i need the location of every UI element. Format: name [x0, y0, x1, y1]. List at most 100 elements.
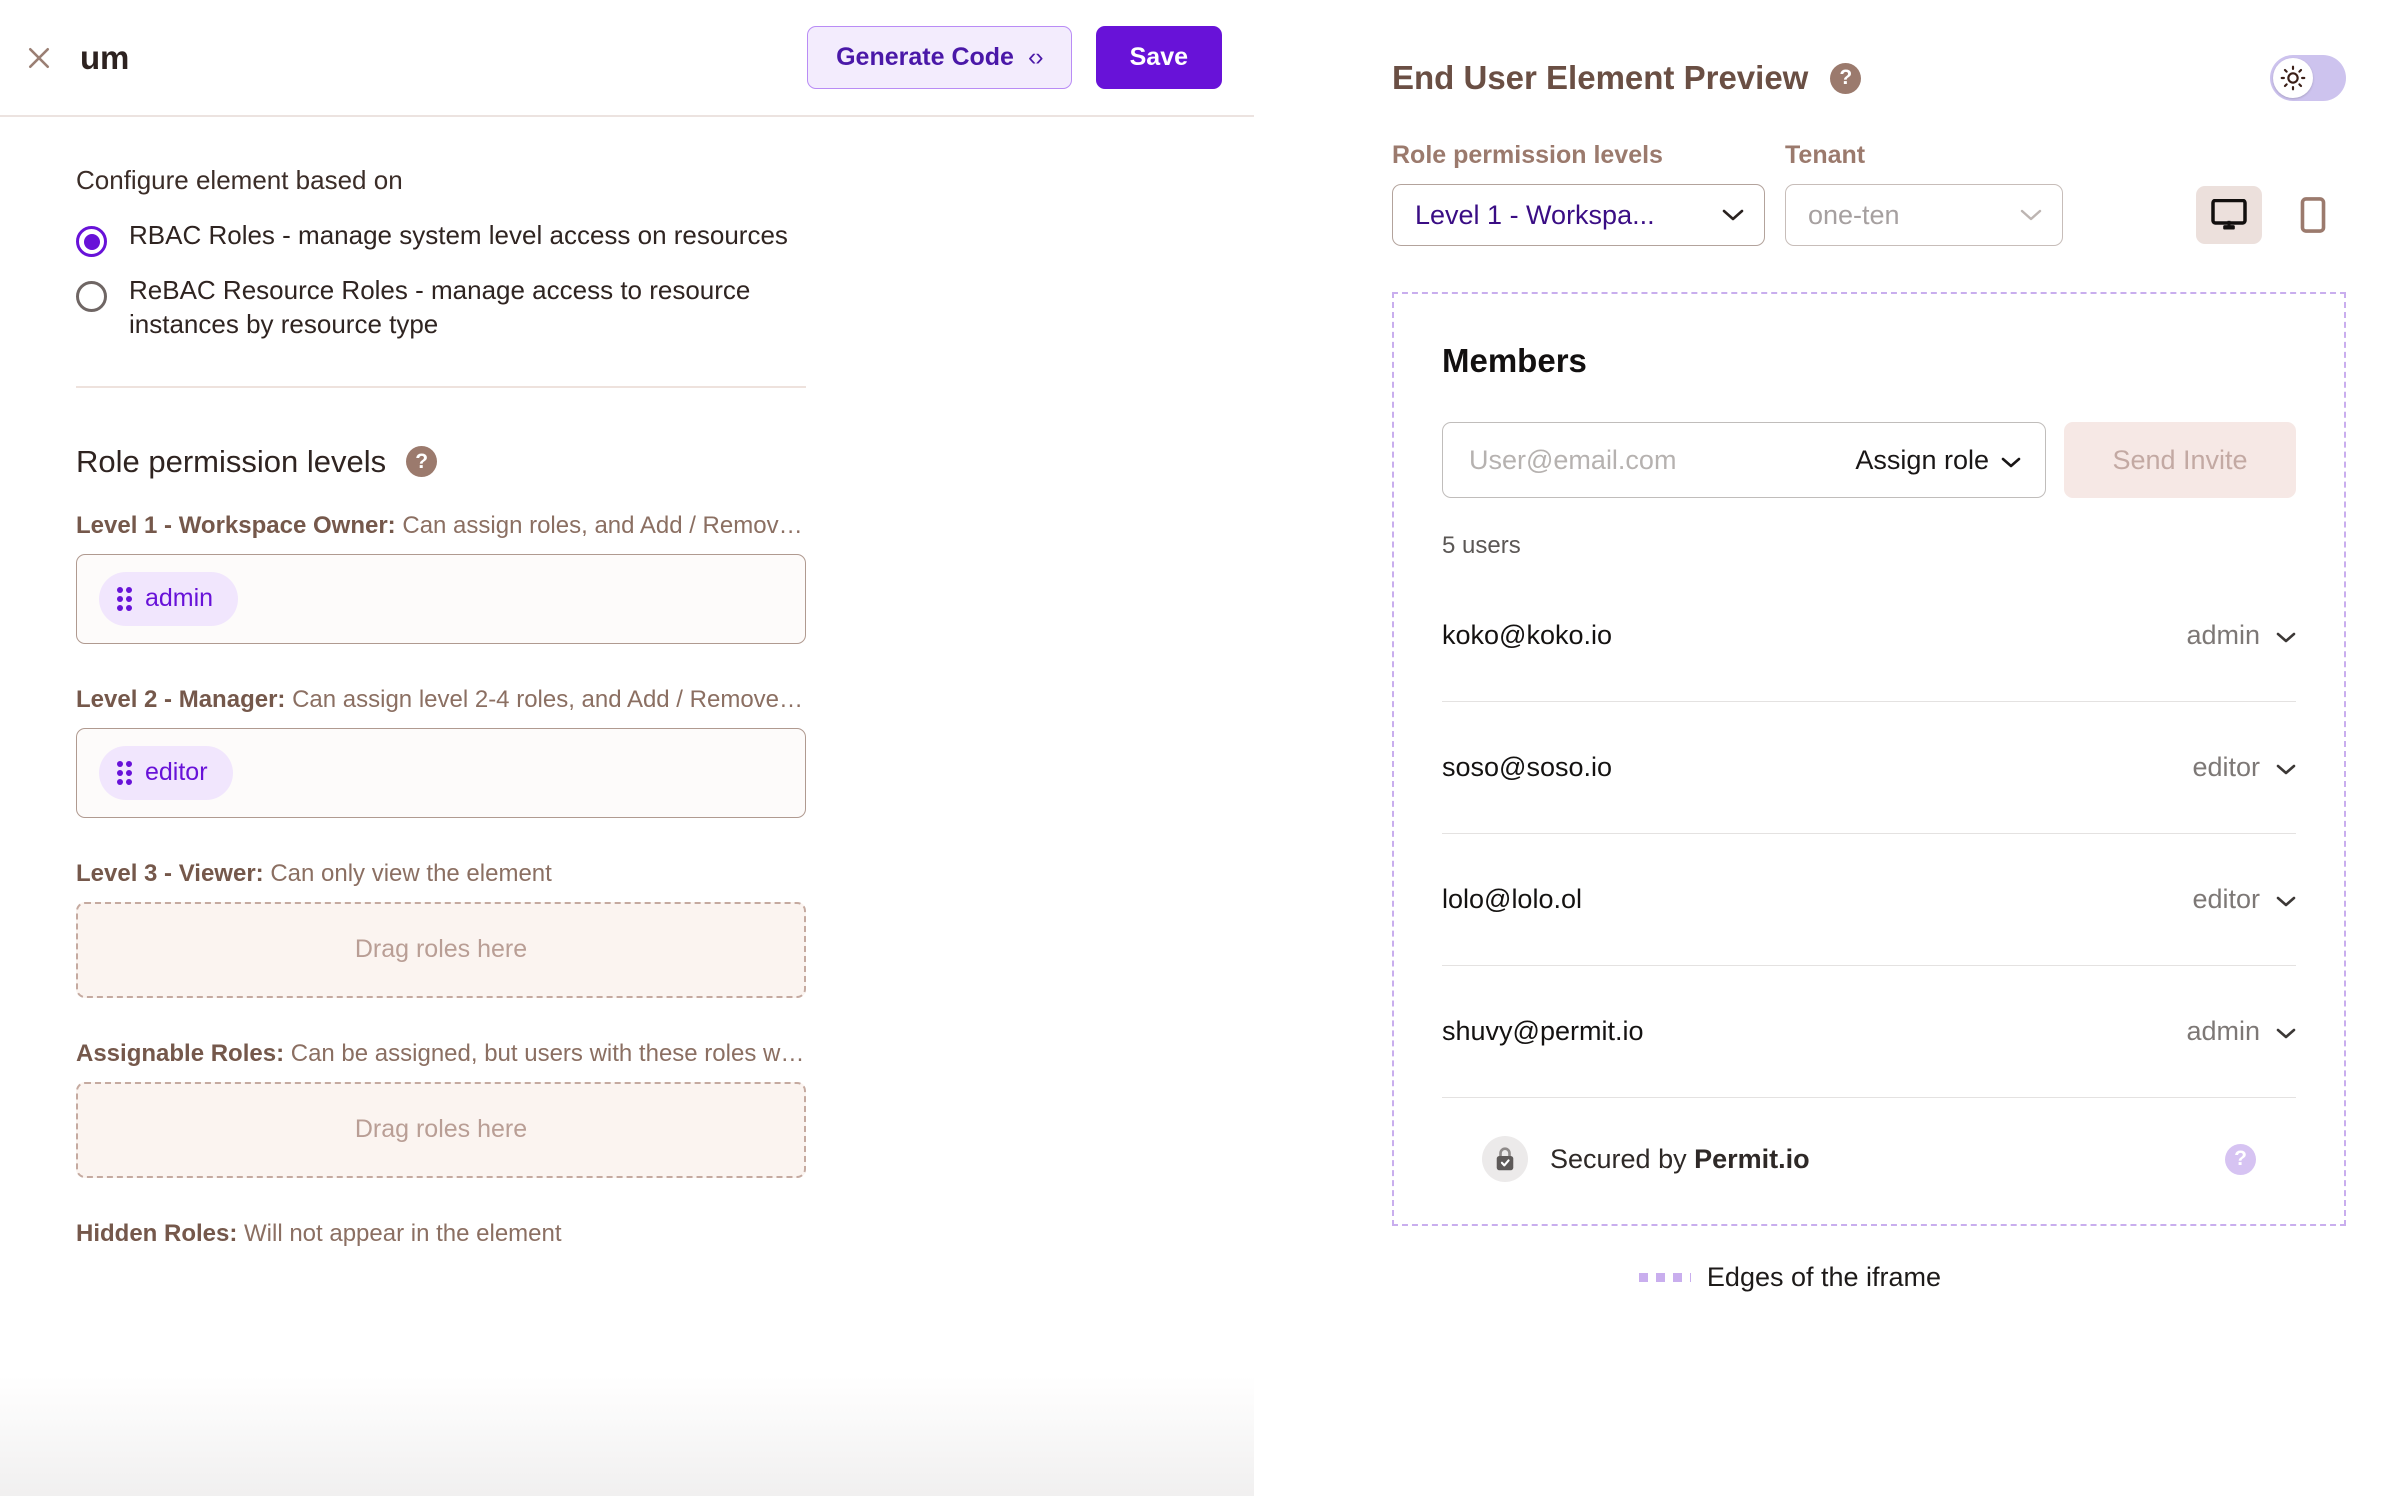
help-icon[interactable]: ? — [1830, 62, 1862, 94]
tenant-value: one-ten — [1808, 199, 1900, 230]
level-1-description: Level 1 - Workspace Owner: Can assign ro… — [76, 512, 806, 540]
user-list: koko@koko.io admin soso@soso.io editor — [1442, 570, 2296, 1098]
level-2-name: Level 2 - Manager: — [76, 685, 286, 713]
secured-brand: Permit.io — [1694, 1143, 1810, 1174]
assign-role-select[interactable]: Assign role — [1855, 445, 2021, 476]
role-permission-levels-select[interactable]: Level 1 - Workspa... — [1392, 184, 1765, 246]
hidden-roles-name: Hidden Roles: — [76, 1219, 238, 1247]
level-1-desc-text: Can assign roles, and Add / Remove users — [402, 511, 806, 539]
tenant-select[interactable]: one-ten — [1785, 184, 2063, 246]
assignable-roles-name: Assignable Roles: — [76, 1039, 285, 1067]
chevron-down-icon — [2001, 445, 2021, 476]
user-role-select[interactable]: admin — [2186, 1016, 2296, 1047]
radio-rbac-icon[interactable] — [76, 226, 107, 257]
chevron-down-icon — [2020, 204, 2042, 226]
left-panel-body: Configure element based on RBAC Roles - … — [0, 117, 1254, 1496]
radio-rbac-label: RBAC Roles - manage system level access … — [129, 220, 788, 250]
preview-title: End User Element Preview — [1392, 59, 1809, 96]
chevron-down-icon — [2276, 1016, 2296, 1047]
role-chip[interactable]: editor — [99, 745, 233, 800]
drag-handle-icon[interactable] — [117, 760, 132, 785]
invite-row: User@email.com Assign role Send Invite — [1442, 422, 2296, 498]
secured-by-text: Secured by Permit.io — [1550, 1144, 1810, 1175]
user-email: koko@koko.io — [1442, 620, 1612, 650]
user-role-value: admin — [2186, 1016, 2260, 1046]
level-2-dropzone[interactable]: editor — [76, 727, 806, 818]
invite-email-placeholder: User@email.com — [1469, 444, 1677, 475]
role-chip-label: editor — [145, 758, 208, 787]
level-1-name: Level 1 - Workspace Owner: — [76, 511, 396, 539]
radio-rebac-label: ReBAC Resource Roles - manage access to … — [129, 275, 751, 340]
chevron-down-icon — [2276, 752, 2296, 783]
generate-code-button[interactable]: Generate Code ‹› — [807, 26, 1072, 89]
radio-option-rebac[interactable]: ReBAC Resource Roles - manage access to … — [76, 273, 1184, 342]
role-permission-levels-value: Level 1 - Workspa... — [1415, 199, 1655, 230]
level-1-dropzone[interactable]: admin — [76, 553, 806, 644]
tenant-label: Tenant — [1785, 141, 1866, 169]
role-chip-label: admin — [145, 584, 214, 613]
save-button[interactable]: Save — [1095, 26, 1222, 89]
level-2-description: Level 2 - Manager: Can assign level 2-4 … — [76, 686, 806, 714]
assignable-roles-dropzone[interactable]: Drag roles here — [76, 1081, 806, 1178]
user-email: shuvy@permit.io — [1442, 1016, 1644, 1046]
level-2-desc-text: Can assign level 2-4 roles, and Add / Re… — [285, 685, 806, 713]
level-3-dropzone[interactable]: Drag roles here — [76, 901, 806, 998]
help-icon[interactable]: ? — [2225, 1143, 2256, 1175]
drag-handle-icon[interactable] — [117, 586, 132, 611]
role-permission-levels-control: Role permission levels Level 1 - Workspa… — [1392, 141, 1765, 246]
configure-label: Configure element based on — [76, 165, 403, 195]
radio-rebac-icon[interactable] — [76, 281, 107, 312]
assignable-roles-description: Assignable Roles: Can be assigned, but u… — [76, 1040, 806, 1068]
theme-toggle[interactable] — [2270, 55, 2346, 101]
user-email: lolo@lolo.ol — [1442, 884, 1582, 914]
preview-header: End User Element Preview ? — [1254, 0, 2386, 101]
left-panel-header: um Generate Code ‹› Save — [0, 0, 1254, 117]
drag-roles-placeholder: Drag roles here — [354, 1115, 528, 1144]
assignable-roles-desc-text: Can be assigned, but users with these ro… — [290, 1039, 806, 1067]
user-role-select[interactable]: editor — [2192, 752, 2296, 783]
role-permission-levels-title: Role permission levels — [76, 443, 387, 479]
radio-option-rbac[interactable]: RBAC Roles - manage system level access … — [76, 218, 1184, 257]
table-row: lolo@lolo.ol editor — [1442, 834, 2296, 966]
mobile-view-button[interactable] — [2280, 186, 2346, 244]
role-chip[interactable]: admin — [99, 571, 239, 626]
iframe-legend: Edges of the iframe — [1254, 1262, 2386, 1293]
desktop-view-button[interactable] — [2196, 186, 2262, 244]
user-role-value: editor — [2192, 752, 2260, 782]
iframe-preview-zone: Members User@email.com Assign role Send … — [1392, 292, 2346, 1226]
level-3-desc-text: Can only view the element — [263, 859, 552, 887]
users-count: 5 users — [1442, 532, 1521, 559]
sun-icon — [2273, 58, 2313, 98]
chevron-down-icon — [2276, 884, 2296, 915]
members-card: Members User@email.com Assign role Send … — [1402, 302, 2336, 1216]
page-title: um — [80, 38, 130, 76]
send-invite-button[interactable]: Send Invite — [2064, 422, 2296, 498]
preview-controls: Role permission levels Level 1 - Workspa… — [1254, 101, 2386, 246]
table-row: soso@soso.io editor — [1442, 702, 2296, 834]
user-role-select[interactable]: editor — [2192, 884, 2296, 915]
generate-code-label: Generate Code — [836, 43, 1014, 71]
invite-email-input[interactable]: User@email.com Assign role — [1442, 422, 2046, 498]
element-config-panel: um Generate Code ‹› Save Configure eleme… — [0, 0, 1254, 1496]
user-email: soso@soso.io — [1442, 752, 1612, 782]
lock-icon — [1482, 1136, 1528, 1182]
user-role-value: admin — [2186, 620, 2260, 650]
drag-roles-placeholder: Drag roles here — [354, 935, 528, 964]
secured-prefix: Secured by — [1550, 1143, 1695, 1174]
user-role-value: editor — [2192, 884, 2260, 914]
preview-panel: End User Element Preview ? Role permissi… — [1254, 0, 2386, 1496]
close-icon[interactable] — [22, 41, 56, 75]
table-row: koko@koko.io admin — [1442, 570, 2296, 702]
help-icon[interactable]: ? — [406, 446, 438, 478]
hidden-roles-description: Hidden Roles: Will not appear in the ele… — [76, 1220, 806, 1248]
dashed-line-icon — [1638, 1273, 1691, 1282]
user-role-select[interactable]: admin — [2186, 620, 2296, 651]
level-3-description: Level 3 - Viewer: Can only view the elem… — [76, 860, 806, 888]
role-permission-levels-header: Role permission levels ? — [76, 444, 1184, 480]
role-permission-levels-label: Role permission levels — [1392, 141, 1663, 169]
hidden-roles-desc-text: Will not appear in the element — [237, 1219, 562, 1247]
device-toggle-group — [2196, 186, 2346, 246]
level-3-name: Level 3 - Viewer: — [76, 859, 264, 887]
chevron-down-icon — [1722, 204, 1744, 226]
